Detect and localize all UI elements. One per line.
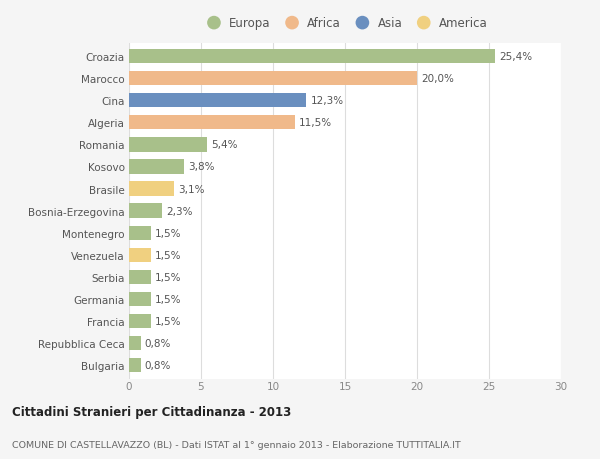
Text: 1,5%: 1,5%	[155, 272, 181, 282]
Bar	[129, 248, 151, 263]
Text: 1,5%: 1,5%	[155, 228, 181, 238]
Text: COMUNE DI CASTELLAVAZZO (BL) - Dati ISTAT al 1° gennaio 2013 - Elaborazione TUTT: COMUNE DI CASTELLAVAZZO (BL) - Dati ISTA…	[12, 441, 461, 449]
Bar	[129, 50, 495, 64]
Text: 3,1%: 3,1%	[178, 184, 205, 194]
Bar	[129, 226, 151, 241]
Text: 5,4%: 5,4%	[211, 140, 238, 150]
Text: 1,5%: 1,5%	[155, 250, 181, 260]
Bar	[129, 182, 173, 196]
Text: 3,8%: 3,8%	[188, 162, 215, 172]
Bar	[129, 204, 162, 218]
Legend: Europa, Africa, Asia, America: Europa, Africa, Asia, America	[197, 12, 493, 34]
Text: 1,5%: 1,5%	[155, 316, 181, 326]
Text: 20,0%: 20,0%	[421, 74, 454, 84]
Text: 1,5%: 1,5%	[155, 294, 181, 304]
Text: 11,5%: 11,5%	[299, 118, 332, 128]
Bar	[129, 116, 295, 130]
Text: 0,8%: 0,8%	[145, 360, 171, 370]
Text: 0,8%: 0,8%	[145, 338, 171, 348]
Bar	[129, 314, 151, 329]
Bar	[129, 138, 207, 152]
Bar	[129, 270, 151, 285]
Text: Cittadini Stranieri per Cittadinanza - 2013: Cittadini Stranieri per Cittadinanza - 2…	[12, 405, 291, 419]
Text: 2,3%: 2,3%	[166, 206, 193, 216]
Bar	[129, 336, 140, 351]
Bar	[129, 72, 417, 86]
Bar	[129, 160, 184, 174]
Bar	[129, 358, 140, 373]
Bar	[129, 292, 151, 307]
Bar	[129, 94, 306, 108]
Text: 25,4%: 25,4%	[499, 52, 532, 62]
Text: 12,3%: 12,3%	[310, 96, 344, 106]
